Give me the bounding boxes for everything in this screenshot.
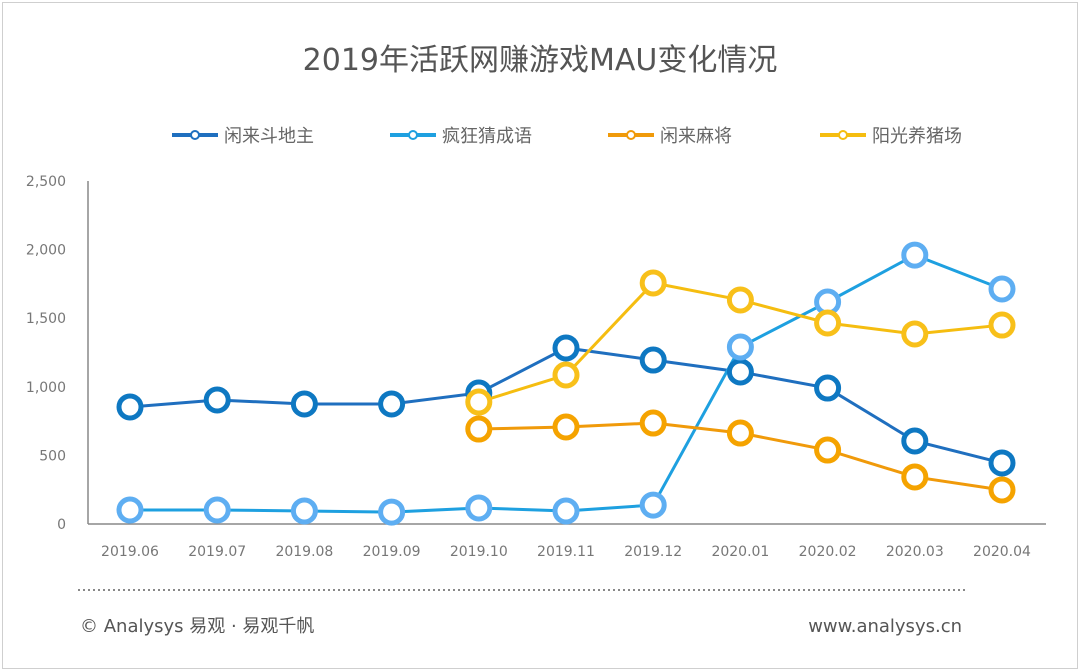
x-tick-label: 2020.04: [973, 544, 1031, 560]
chart-title: 2019年活跃网赚游戏MAU变化情况: [303, 43, 778, 78]
y-tick-label: 1,500: [26, 311, 66, 327]
y-tick-label: 500: [39, 448, 66, 464]
data-point: [203, 386, 231, 414]
legend-label: 阳光养猪场: [872, 126, 962, 147]
data-point: [814, 436, 842, 464]
data-point: [552, 361, 580, 389]
x-tick-label: 2019.12: [624, 544, 682, 560]
legend-item: 阳光养猪场: [820, 126, 962, 147]
legend-item: 疯狂猜成语: [390, 126, 532, 147]
x-tick-label: 2020.03: [886, 544, 944, 560]
y-tick-label: 1,000: [26, 380, 66, 396]
data-point: [726, 286, 754, 314]
data-point: [290, 390, 318, 418]
data-point: [901, 427, 929, 455]
legend-item: 闲来斗地主: [172, 126, 314, 147]
x-tick-label: 2019.06: [101, 544, 159, 560]
data-point: [465, 388, 493, 416]
data-point: [378, 390, 406, 418]
data-point: [465, 494, 493, 522]
data-point: [901, 320, 929, 348]
y-tick-label: 2,500: [26, 174, 66, 190]
data-point: [726, 333, 754, 361]
x-tick-label: 2019.09: [363, 544, 421, 560]
data-point: [116, 496, 144, 524]
data-point: [552, 413, 580, 441]
axes: 0 500 1,000 1,500 2,000 2,500 2019.06 2019.07 20…: [26, 174, 1046, 560]
y-tick-label: 2,000: [26, 243, 66, 259]
data-point: [639, 269, 667, 297]
data-point: [814, 374, 842, 402]
data-point: [988, 311, 1016, 339]
data-point: [465, 415, 493, 443]
data-point: [552, 334, 580, 362]
data-point: [814, 309, 842, 337]
data-point: [639, 491, 667, 519]
data-point: [726, 419, 754, 447]
y-tick-label: 0: [57, 517, 66, 533]
x-tick-label: 2019.07: [188, 544, 246, 560]
x-tick-label: 2019.10: [450, 544, 508, 560]
data-point: [988, 275, 1016, 303]
data-point: [203, 496, 231, 524]
legend-marker: [408, 130, 418, 140]
footer-website[interactable]: www.analysys.cn: [808, 616, 962, 637]
legend-marker: [190, 130, 200, 140]
x-tick-label: 2020.02: [799, 544, 857, 560]
data-point: [988, 476, 1016, 504]
legend-marker: [838, 130, 848, 140]
data-point: [552, 497, 580, 525]
legend-label: 闲来麻将: [660, 126, 732, 147]
legend: 闲来斗地主 疯狂猜成语 闲来麻将 阳光养猪场: [172, 126, 962, 147]
data-point: [639, 346, 667, 374]
data-point: [988, 449, 1016, 477]
data-point: [901, 241, 929, 269]
data-point: [639, 409, 667, 437]
legend-marker: [626, 130, 636, 140]
data-point: [290, 497, 318, 525]
footer-copyright: © Analysys 易观 · 易观千帆: [80, 616, 314, 637]
x-tick-label: 2019.08: [275, 544, 333, 560]
plot-area: [116, 241, 1016, 526]
data-point: [901, 463, 929, 491]
legend-label: 闲来斗地主: [224, 126, 314, 147]
data-point: [726, 358, 754, 386]
legend-label: 疯狂猜成语: [442, 126, 532, 147]
x-tick-label: 2020.01: [711, 544, 769, 560]
data-point: [116, 393, 144, 421]
data-point: [378, 498, 406, 526]
legend-item: 闲来麻将: [608, 126, 732, 147]
x-tick-label: 2019.11: [537, 544, 595, 560]
